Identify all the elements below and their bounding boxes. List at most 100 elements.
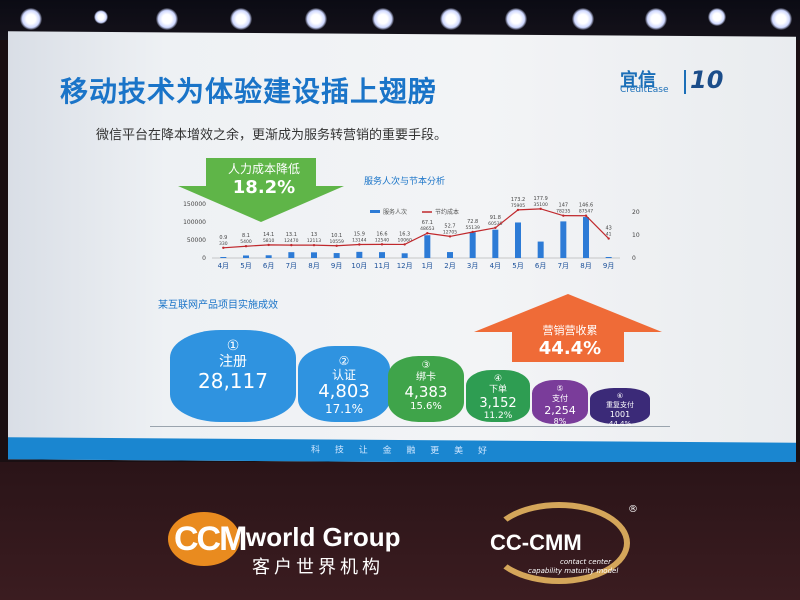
line-data-label: 43 xyxy=(605,226,611,232)
section-title: 某互联网产品项目实施成效 xyxy=(158,300,278,311)
chart-line-point xyxy=(290,243,293,247)
funnel-step-percent: 44.4% xyxy=(608,420,632,428)
funnel-step-number: ⑤ xyxy=(556,384,564,393)
cost-banner-label: 人力成本降低 xyxy=(227,162,300,176)
chart-line-point xyxy=(607,237,610,240)
bar-data-label: 12470 xyxy=(284,238,298,244)
registered-mark: ® xyxy=(628,504,638,515)
funnel-step-number: ④ xyxy=(493,374,503,384)
cmm-logo-ring xyxy=(488,502,630,584)
chart-bar xyxy=(424,235,431,258)
marketing-banner-value: 44.4% xyxy=(538,338,602,359)
chart-line-point xyxy=(335,244,338,247)
line-data-label: 0.9 xyxy=(219,235,227,241)
ccm-logo-text: CCM xyxy=(174,520,247,558)
stage-light xyxy=(230,8,252,30)
chart-bar xyxy=(243,255,249,258)
line-data-label: 16.6 xyxy=(376,231,387,237)
chart-line-point xyxy=(516,208,520,212)
logo-sub: CreditEase xyxy=(620,85,669,95)
funnel-step-value: 4,803 xyxy=(318,381,370,402)
funnel-step-percent: 17.1% xyxy=(324,402,364,416)
legend-line-label: 节约成本 xyxy=(435,208,459,216)
x-tick-label: 5月 xyxy=(240,262,251,270)
y-left-tick: 50000 xyxy=(187,237,206,244)
x-tick-label: 6月 xyxy=(535,262,546,270)
bar-data-label: 60530 xyxy=(488,221,502,227)
stage-light xyxy=(708,8,726,26)
bar-data-label: 35100 xyxy=(534,202,548,208)
chart-bar xyxy=(288,252,295,258)
funnel-step-number: ③ xyxy=(421,360,431,371)
x-tick-label: 11月 xyxy=(374,262,390,270)
y-left-tick: 150000 xyxy=(183,201,206,208)
x-tick-label: 9月 xyxy=(331,262,342,270)
chart-bar xyxy=(537,241,544,258)
funnel-step-number: ⑥ xyxy=(616,392,624,400)
bar-data-label: 330 xyxy=(219,241,228,247)
x-tick-label: 5月 xyxy=(512,262,523,270)
line-data-label: 13 xyxy=(311,232,317,238)
bar-data-label: 13144 xyxy=(352,238,366,244)
x-tick-label: 10月 xyxy=(351,262,367,270)
world-group-text: world Group xyxy=(246,522,401,552)
funnel-step: ④ 下单 3,152 11.2% xyxy=(466,370,530,422)
line-data-label: 67.1 xyxy=(422,220,433,226)
line-data-label: 173.2 xyxy=(511,197,525,203)
stage-light xyxy=(572,8,594,30)
bar-data-label: 5400 xyxy=(240,239,252,245)
line-data-label: 72.8 xyxy=(467,219,478,225)
x-tick-label: 7月 xyxy=(286,262,297,270)
stage-light xyxy=(770,8,792,30)
funnel-step: ① 注册 28,117 xyxy=(170,330,296,422)
chart-line-point xyxy=(471,230,474,234)
funnel-step-number: ① xyxy=(226,338,240,354)
x-tick-label: 3月 xyxy=(467,262,478,270)
stage-light xyxy=(156,8,178,30)
line-data-label: 91.8 xyxy=(490,215,501,221)
bar-data-label: 75905 xyxy=(511,203,525,209)
chart-line-point xyxy=(562,214,565,217)
funnel-step-label: 重复支付 xyxy=(606,401,634,409)
chart-line-point xyxy=(494,226,497,230)
line-data-label: 13.1 xyxy=(286,232,297,238)
cost-arrow xyxy=(178,158,344,222)
chart-line-point xyxy=(380,243,384,246)
funnel-step: ⑥ 重复支付 1001 44.4% xyxy=(590,388,650,428)
world-group-cn-text: 客户世界机构 xyxy=(252,557,384,578)
funnel-step-label: 支付 xyxy=(552,394,568,403)
stage-light xyxy=(505,8,527,30)
x-tick-label: 6月 xyxy=(263,262,274,270)
cmm-logo-text: CC-CMM xyxy=(490,530,582,555)
line-data-label: 14.1 xyxy=(263,232,274,238)
funnel-baseline xyxy=(150,426,670,427)
marketing-banner-label: 营销营收累 xyxy=(542,324,598,337)
bar-data-label: 10559 xyxy=(330,239,344,245)
funnel-step-value: 3,152 xyxy=(479,396,517,411)
funnel-step-value: 2,254 xyxy=(544,404,576,417)
ccm-logo-circle xyxy=(168,512,240,566)
line-data-label: 147 xyxy=(559,203,569,209)
x-tick-label: 2月 xyxy=(444,262,455,270)
slide-footer-bar: 科 技 让 金 融 更 美 好 xyxy=(8,437,796,465)
company-logo: 宜信 CreditEase 10 xyxy=(620,66,750,102)
chart-line-point xyxy=(244,245,248,248)
legend-bar-swatch xyxy=(370,210,380,213)
stage-light xyxy=(20,8,42,30)
stage-light xyxy=(94,10,108,24)
y-right-tick: 0 xyxy=(632,255,636,262)
chart-line-point xyxy=(448,235,452,238)
x-tick-label: 1月 xyxy=(422,262,433,270)
bar-data-label: 48653 xyxy=(420,226,434,232)
chart-line-point xyxy=(426,232,429,235)
line-data-label: 8.1 xyxy=(242,233,250,239)
chart-bar xyxy=(333,253,340,258)
funnel-step-label: 注册 xyxy=(219,354,247,370)
cost-banner: 人力成本降低 18.2% xyxy=(214,160,314,198)
y-right-tick: 100 xyxy=(632,232,640,239)
chart-line-point xyxy=(312,243,316,247)
line-data-label: 177.9 xyxy=(534,196,548,202)
service-chart: 服务人次与节本分析 服务人次 节约成本 150000 100000 50000 0 20… xyxy=(183,175,640,270)
chart-bar xyxy=(492,229,499,258)
funnel-step: ③ 绑卡 4,383 15.6% xyxy=(388,356,464,422)
